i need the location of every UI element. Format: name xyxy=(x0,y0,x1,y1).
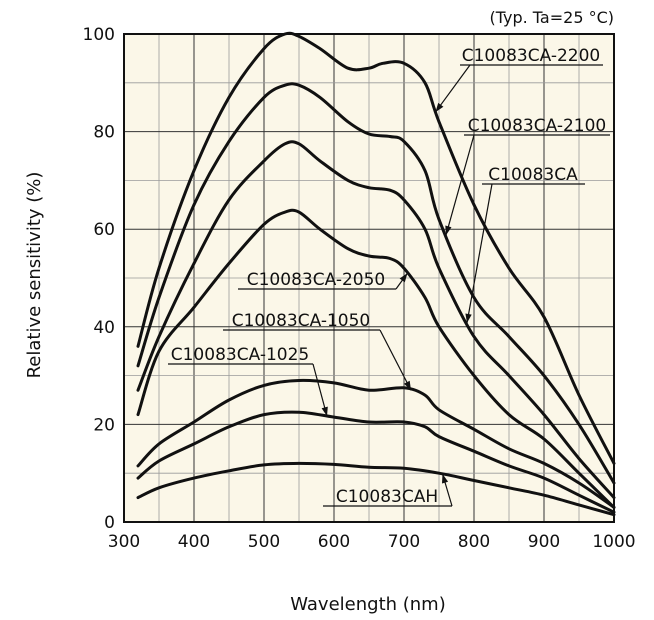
curve-labels: C10083CA-2200 C10083CA-2100 C10083CA C10083… xyxy=(168,46,610,507)
series-line xyxy=(136,461,616,517)
x-tick-label: 900 xyxy=(528,532,560,552)
series-line xyxy=(136,208,616,509)
arrowhead xyxy=(404,380,411,391)
curve-label: C10083CA-1025 xyxy=(171,345,309,365)
series-line xyxy=(136,378,616,509)
x-tick-label: 700 xyxy=(388,532,420,552)
curve-label: C10083CAH xyxy=(336,487,438,507)
arrowhead xyxy=(442,473,449,484)
arrowhead xyxy=(321,406,328,417)
plot-frame xyxy=(123,33,615,523)
x-tick-label: 600 xyxy=(318,532,350,552)
y-tick-label: 80 xyxy=(93,123,115,143)
arrowhead xyxy=(445,225,452,236)
y-tick-label: 60 xyxy=(93,220,115,240)
conditions-note: (Typ. Ta=25 °C) xyxy=(489,8,614,27)
curve-label: C10083CA-1050 xyxy=(232,311,370,331)
series-line xyxy=(136,140,616,500)
series-line xyxy=(136,31,616,465)
arrowhead xyxy=(435,102,444,113)
x-axis-label: Wavelength (nm) xyxy=(290,594,446,615)
y-tick-label: 20 xyxy=(93,415,115,435)
x-tick-label: 800 xyxy=(458,532,490,552)
leader-line xyxy=(445,134,475,236)
curve-label: C10083CA-2100 xyxy=(468,116,606,136)
series-line xyxy=(136,82,616,485)
curve-label: C10083CA-2050 xyxy=(247,270,385,290)
y-tick-label: 40 xyxy=(93,318,115,338)
x-tick-labels: 300 400 500 600 700 800 900 1000 xyxy=(108,532,636,552)
series-line xyxy=(136,410,616,514)
x-tick-label: 500 xyxy=(248,532,280,552)
y-tick-labels: 0 20 40 60 80 100 xyxy=(83,25,115,533)
series-lines xyxy=(136,31,616,517)
x-tick-label: 400 xyxy=(178,532,210,552)
x-tick-label: 1000 xyxy=(592,532,635,552)
y-axis-label: Relative sensitivity (%) xyxy=(24,172,45,379)
curve-label: C10083CA xyxy=(488,165,578,185)
leader-line xyxy=(466,183,493,324)
y-tick-label: 0 xyxy=(104,513,115,533)
arrowhead xyxy=(399,273,408,283)
curve-label: C10083CA-2200 xyxy=(462,46,600,66)
arrowhead xyxy=(465,313,472,323)
leader-line xyxy=(379,329,412,391)
leader-line xyxy=(435,64,471,113)
y-tick-label: 100 xyxy=(83,25,115,45)
x-tick-label: 300 xyxy=(108,532,140,552)
